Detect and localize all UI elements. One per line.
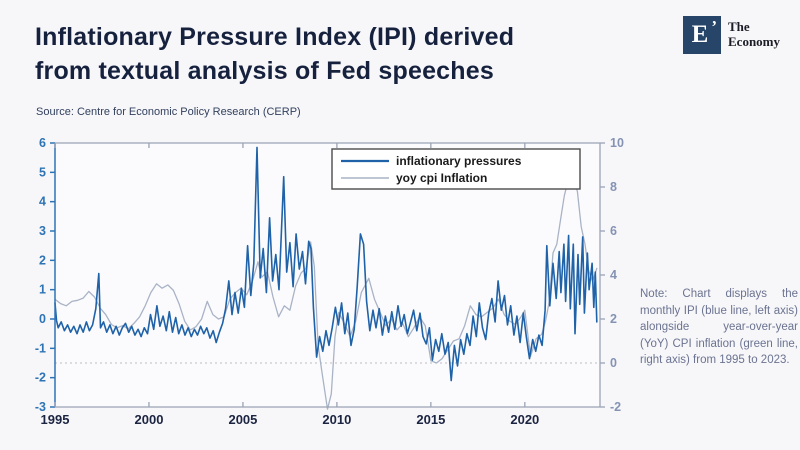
y-right-tick-label: 10 — [610, 136, 624, 150]
logo-letter: E — [691, 21, 709, 48]
y-right-tick-label: 0 — [610, 356, 617, 370]
x-tick-label: 2015 — [416, 412, 445, 427]
y-right-tick-label: 4 — [610, 268, 617, 282]
logo-apostrophe-icon: ’ — [711, 17, 717, 36]
series-line-ipi — [54, 146, 598, 382]
y-left-tick-label: 2 — [39, 253, 46, 267]
chart-canvas: -3 -2 -1 0 1 2 3 4 5 6 -2 0 2 4 6 8 10 1995 2000 2005 2010 20… — [35, 136, 624, 427]
y-right-tick-label: 6 — [610, 224, 617, 238]
y-left-tick-label: 3 — [39, 224, 46, 238]
y-left-tick-label: 1 — [39, 283, 46, 297]
chart-legend: inflationary pressures yoy cpi Inflation — [331, 148, 581, 190]
y-left-tick-label: -2 — [35, 371, 46, 385]
x-tick-label: 2020 — [510, 412, 539, 427]
note-text: Note: Chart displays the monthly IPI (bl… — [640, 288, 798, 366]
chart: -3 -2 -1 0 1 2 3 4 5 6 -2 0 2 4 6 8 10 1995 2000 2005 2010 20… — [30, 136, 630, 436]
x-tick-label: 1995 — [41, 412, 70, 427]
source-caption: Source: Centre for Economic Policy Resea… — [36, 106, 301, 118]
series-line-cpi — [54, 173, 598, 410]
legend-box — [331, 148, 581, 190]
x-tick-label: 2000 — [135, 412, 164, 427]
brand-logo: E ’ The Economy — [683, 16, 780, 54]
logo-name: The Economy — [728, 19, 780, 49]
legend-label: inflationary pressures — [396, 154, 522, 168]
y-right-tick-label: 8 — [610, 180, 617, 194]
logo-name-line2: Economy — [728, 34, 780, 49]
x-tick-label: 2010 — [322, 412, 351, 427]
page-title: Inflationary Pressure Index (IPI) derive… — [35, 20, 655, 88]
page-title-line2: from textual analysis of Fed speeches — [35, 57, 494, 85]
y-left-tick-label: -3 — [35, 400, 46, 414]
y-left-tick-label: 6 — [39, 136, 46, 150]
logo-name-line1: The — [728, 19, 750, 34]
x-tick-label: 2005 — [228, 412, 257, 427]
logo-mark-box: E ’ — [683, 16, 721, 54]
y-right-tick-label: 2 — [610, 312, 617, 326]
y-left-tick-label: -1 — [35, 341, 46, 355]
page-title-line1: Inflationary Pressure Index (IPI) derive… — [35, 23, 515, 51]
legend-label: yoy cpi Inflation — [396, 171, 487, 185]
y-left-tick-label: 4 — [39, 195, 46, 209]
y-left-tick-label: 0 — [39, 312, 46, 326]
y-right-tick-label: -2 — [610, 400, 621, 414]
y-left-tick-label: 5 — [39, 165, 46, 179]
